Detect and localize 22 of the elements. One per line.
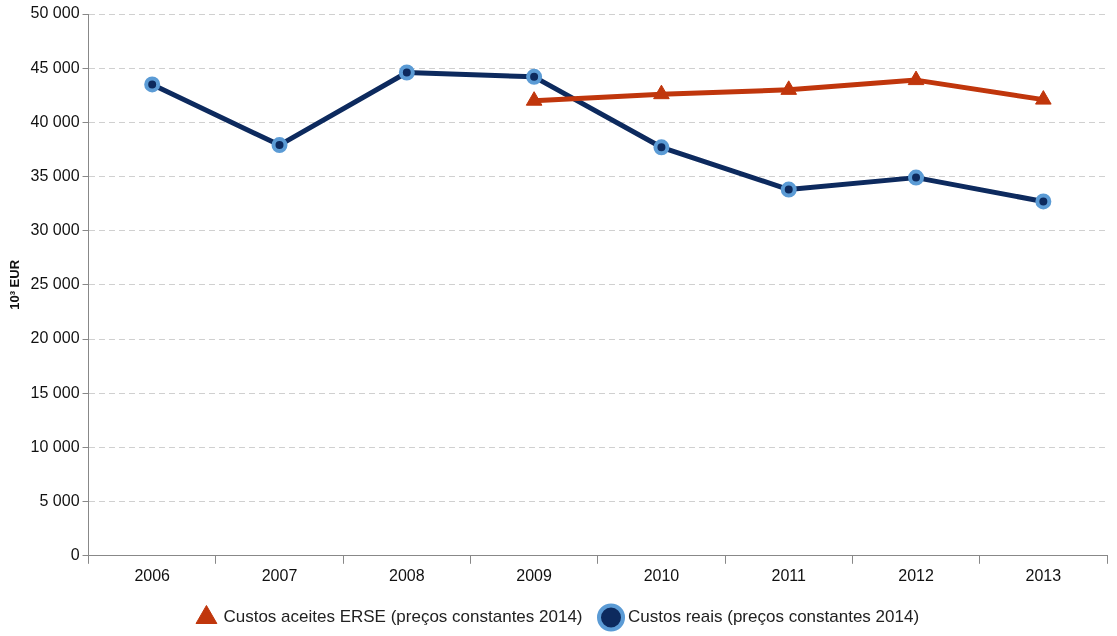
- y-tick-label: 5 000: [39, 492, 80, 510]
- x-tick-label: 2009: [516, 566, 553, 584]
- y-tick-label: 35 000: [30, 166, 80, 184]
- y-tick-label: 50 000: [30, 4, 80, 22]
- y-tick-label: 15 000: [30, 383, 80, 401]
- y-tick-label: 40 000: [30, 112, 80, 130]
- y-tick-label: 30 000: [30, 221, 80, 239]
- x-tick-label: 2008: [389, 566, 425, 584]
- y-axis-title: 10³ EUR: [7, 259, 23, 310]
- y-tick-label: 20 000: [30, 329, 80, 347]
- y-tick-label: 0: [70, 546, 80, 564]
- y-tick-label: 45 000: [30, 58, 80, 76]
- x-tick-label: 2012: [898, 566, 934, 584]
- legend-label: Custos aceites ERSE (preços constantes 2014): [223, 607, 583, 627]
- x-tick-label: 2011: [771, 566, 807, 584]
- y-tick-label: 25 000: [30, 275, 80, 293]
- x-tick-label: 2006: [134, 566, 171, 584]
- x-tick-label: 2010: [643, 566, 680, 584]
- y-tick-label: 10 000: [30, 437, 80, 455]
- x-tick-label: 2007: [261, 566, 298, 584]
- legend-label: Custos reais (preços constantes 2014): [628, 607, 920, 627]
- x-tick-label: 2013: [1025, 566, 1062, 584]
